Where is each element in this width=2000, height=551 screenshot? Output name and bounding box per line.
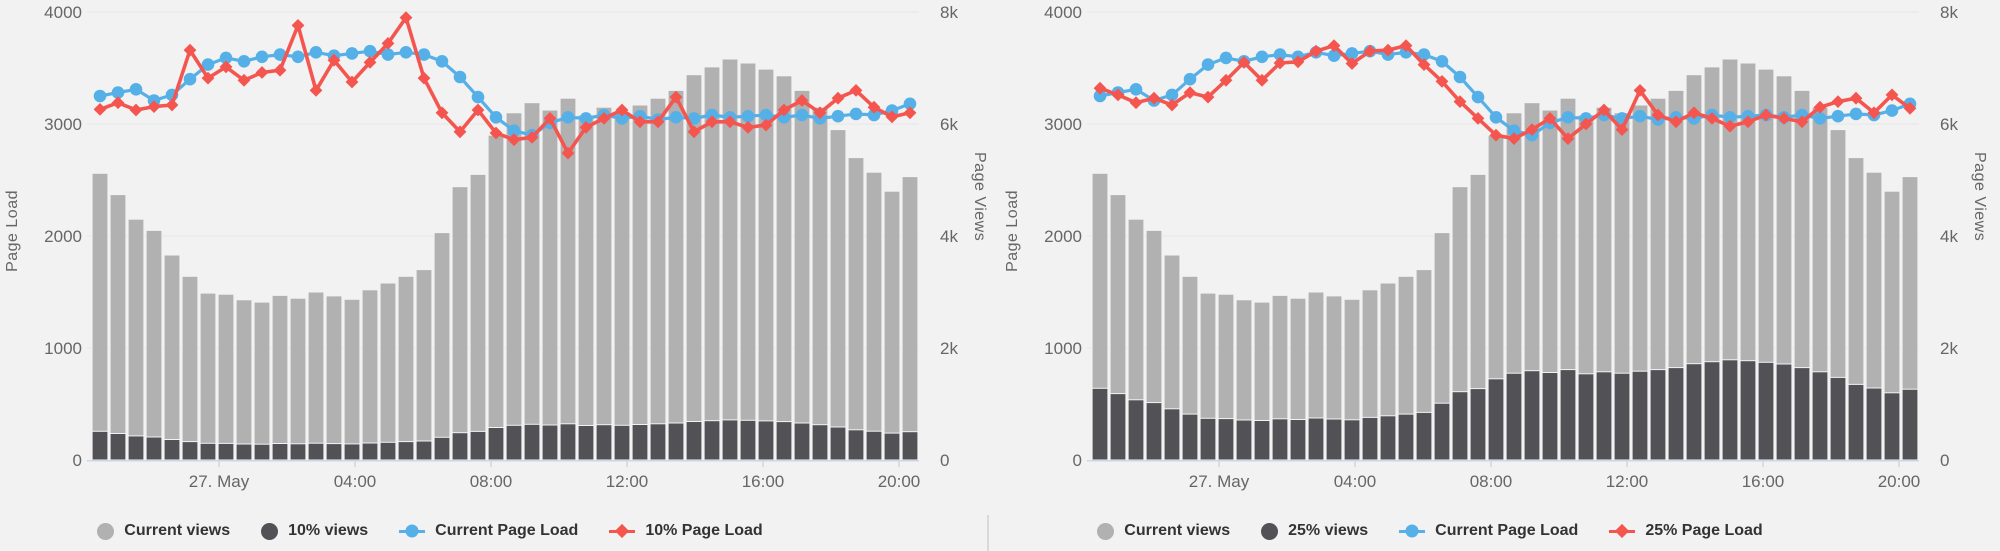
svg-text:4000: 4000 — [1044, 3, 1082, 22]
current-views-swatch-icon — [97, 522, 115, 540]
current-page-load-line-icon — [1399, 523, 1426, 539]
x-axis — [1087, 460, 1919, 467]
legend-label: 10% Page Load — [645, 522, 763, 539]
10pct-views-swatch-icon — [261, 522, 279, 540]
svg-text:20:00: 20:00 — [878, 472, 921, 491]
svg-text:8k: 8k — [940, 3, 958, 22]
legend-label: Current views — [1124, 522, 1231, 539]
series-columns-1 — [91, 419, 919, 461]
axis-tick-labels: 0 1000 2000 3000 4000 0 2k 4k 6k 8k 27. May 04:00 08… — [1044, 3, 1958, 491]
svg-text:1000: 1000 — [44, 339, 82, 358]
y-axis-title-page-views: Page Views — [1971, 152, 1988, 242]
chart-panel-25pct: 0 1000 2000 3000 4000 0 2k 4k 6k 8k 27. May 04:00 08… — [1000, 0, 2000, 551]
legend-item-current-views[interactable]: Current views — [1097, 522, 1230, 540]
svg-text:16:00: 16:00 — [1742, 472, 1785, 491]
10pct-page-load-line-icon — [609, 523, 636, 539]
svg-text:08:00: 08:00 — [1470, 472, 1513, 491]
series-line-2 — [93, 44, 917, 142]
legend-item-current-page-load[interactable]: Current Page Load — [399, 522, 578, 540]
svg-text:2k: 2k — [940, 339, 958, 358]
legend-label: Current views — [124, 522, 231, 539]
svg-text:08:00: 08:00 — [470, 472, 513, 491]
current-page-load-line-icon — [399, 523, 426, 539]
legend-item-10pct-views[interactable]: 10% views — [261, 522, 368, 540]
svg-text:1000: 1000 — [1044, 339, 1082, 358]
legend-item-current-views[interactable]: Current views — [97, 522, 230, 540]
chart-legend-10pct: Current views 10% views Current Page Loa… — [0, 522, 930, 540]
series-columns-0 — [91, 58, 919, 461]
x-axis — [87, 460, 919, 467]
legend-item-current-page-load[interactable]: Current Page Load — [1399, 522, 1578, 540]
legend-item-25pct-page-load[interactable]: 25% Page Load — [1609, 522, 1763, 540]
25pct-views-swatch-icon — [1261, 522, 1279, 540]
svg-text:0: 0 — [1940, 451, 1949, 470]
svg-text:0: 0 — [73, 451, 82, 470]
svg-text:27. May: 27. May — [1189, 472, 1250, 491]
y-axis-title-page-views: Page Views — [971, 152, 988, 242]
legend-item-25pct-views[interactable]: 25% views — [1261, 522, 1368, 540]
axis-tick-labels: 0 1000 2000 3000 4000 0 2k 4k 6k 8k 27. May 04:00 08… — [44, 3, 958, 491]
25pct-page-load-line-icon — [1609, 523, 1636, 539]
legend-label: Current Page Load — [1435, 522, 1579, 539]
svg-text:12:00: 12:00 — [606, 472, 649, 491]
svg-text:27. May: 27. May — [189, 472, 250, 491]
svg-text:2000: 2000 — [44, 227, 82, 246]
chart-canvas-10pct: 0 1000 2000 3000 4000 0 2k 4k 6k 8k 27. May 04:00 08… — [44, 3, 958, 491]
series-line-3 — [1093, 39, 1917, 145]
svg-text:6k: 6k — [1940, 115, 1958, 134]
current-views-swatch-icon — [1097, 522, 1115, 540]
chart-panel-10pct: 0 1000 2000 3000 4000 0 2k 4k 6k 8k 27. May 04:00 08… — [0, 3, 988, 540]
chart-legend-25pct: Current views 25% views Current Page Loa… — [930, 522, 1930, 540]
y-axis-title-page-load: Page Load — [4, 190, 21, 272]
svg-text:04:00: 04:00 — [1334, 472, 1377, 491]
series-line-2 — [1093, 44, 1917, 142]
svg-text:20:00: 20:00 — [1878, 472, 1921, 491]
svg-text:3000: 3000 — [44, 115, 82, 134]
svg-text:12:00: 12:00 — [1606, 472, 1649, 491]
svg-text:0: 0 — [940, 451, 949, 470]
svg-text:16:00: 16:00 — [742, 472, 785, 491]
svg-text:6k: 6k — [940, 115, 958, 134]
series-line-3 — [93, 11, 917, 160]
svg-text:2k: 2k — [1940, 339, 1958, 358]
chart-canvas-25pct: 0 1000 2000 3000 4000 0 2k 4k 6k 8k 27. May 04:00 08… — [1044, 3, 1958, 491]
svg-text:8k: 8k — [1940, 3, 1958, 22]
svg-text:4k: 4k — [940, 227, 958, 246]
legend-label: Current Page Load — [435, 522, 579, 539]
legend-label: 10% views — [288, 522, 369, 539]
svg-text:2000: 2000 — [1044, 227, 1082, 246]
svg-text:4000: 4000 — [44, 3, 82, 22]
svg-text:4k: 4k — [1940, 227, 1958, 246]
svg-text:04:00: 04:00 — [334, 472, 377, 491]
svg-text:3000: 3000 — [1044, 115, 1082, 134]
y-axis-title-page-load: Page Load — [1004, 190, 1021, 272]
legend-label: 25% views — [1288, 522, 1369, 539]
svg-text:0: 0 — [1073, 451, 1082, 470]
panel-divider — [987, 515, 989, 551]
legend-label: 25% Page Load — [1645, 522, 1763, 539]
legend-item-10pct-page-load[interactable]: 10% Page Load — [609, 522, 763, 540]
